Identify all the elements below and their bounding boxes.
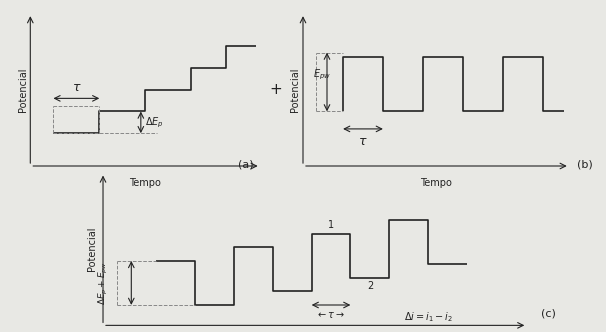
Text: $E_{pw}$: $E_{pw}$ bbox=[313, 67, 331, 82]
Text: $\tau$: $\tau$ bbox=[358, 135, 368, 148]
Text: (c): (c) bbox=[541, 309, 556, 319]
Text: +: + bbox=[269, 82, 282, 97]
Text: Potencial: Potencial bbox=[87, 227, 98, 271]
Text: $\Delta E_p$: $\Delta E_p$ bbox=[145, 115, 164, 129]
Text: $\tau$: $\tau$ bbox=[72, 81, 81, 94]
Text: (a): (a) bbox=[238, 159, 253, 169]
Text: $\Delta E_p + E_{pw}$: $\Delta E_p + E_{pw}$ bbox=[97, 261, 110, 305]
Text: Potencial: Potencial bbox=[18, 67, 28, 112]
Text: $\Delta i = i_1 - i_2$: $\Delta i = i_1 - i_2$ bbox=[404, 310, 453, 324]
Text: 2: 2 bbox=[367, 281, 373, 291]
Text: (b): (b) bbox=[577, 159, 593, 169]
Text: Potencial: Potencial bbox=[290, 67, 300, 112]
Text: Tempo: Tempo bbox=[421, 178, 452, 188]
Text: $\leftarrow\tau\rightarrow$: $\leftarrow\tau\rightarrow$ bbox=[316, 310, 345, 320]
Text: 1: 1 bbox=[328, 220, 334, 230]
Text: Tempo: Tempo bbox=[130, 178, 161, 188]
